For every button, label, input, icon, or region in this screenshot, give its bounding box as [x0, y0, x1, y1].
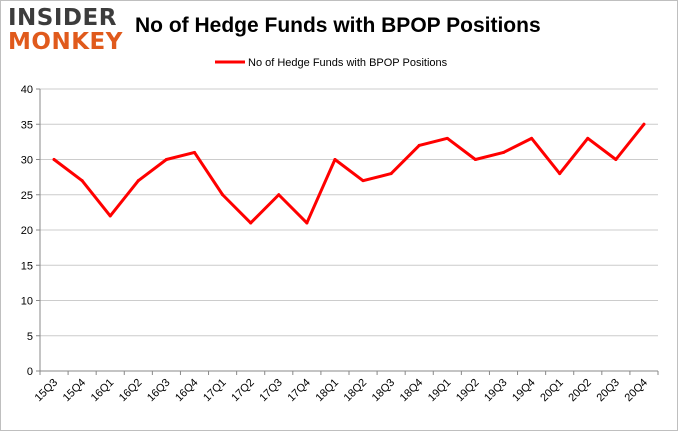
data-point — [80, 179, 84, 183]
x-tick-labels: 15Q3 15Q4 16Q1 16Q2 16Q3 16Q4 17Q1 17Q2 17Q3 17Q4… — [33, 377, 650, 405]
x-tick-label: 18Q1 — [314, 377, 342, 405]
data-point — [164, 158, 168, 161]
x-tick-label: 17Q3 — [257, 377, 285, 405]
legend: No of Hedge Funds with BPOP Positions — [215, 57, 448, 69]
data-point — [586, 136, 590, 140]
x-tick-label: 18Q3 — [370, 377, 398, 405]
x-tick-label: 19Q3 — [482, 377, 510, 405]
x-tick-label: 16Q1 — [89, 377, 117, 405]
y-tick-label: 5 — [27, 331, 33, 343]
data-point — [445, 136, 449, 140]
data-point — [614, 158, 618, 161]
x-tick-label: 16Q2 — [117, 377, 145, 405]
x-tick-label: 17Q4 — [285, 377, 313, 405]
data-point — [502, 150, 505, 154]
data-point — [305, 221, 309, 225]
x-tick-label: 15Q3 — [33, 377, 61, 405]
x-tick-label: 15Q4 — [61, 377, 89, 405]
data-point — [333, 158, 337, 161]
data-point — [136, 179, 140, 183]
grid-lines — [40, 88, 658, 337]
x-tick-label: 20Q3 — [594, 377, 622, 405]
y-tick-label: 20 — [21, 225, 33, 237]
data-point — [52, 158, 56, 161]
data-point — [558, 172, 562, 176]
x-tick-label: 20Q4 — [623, 377, 651, 405]
chart-title: No of Hedge Funds with BPOP Positions — [135, 14, 541, 37]
legend-label: No of Hedge Funds with BPOP Positions — [248, 57, 448, 69]
x-tick-label: 20Q2 — [566, 377, 594, 405]
x-tick-label: 16Q3 — [145, 377, 173, 405]
data-point — [108, 214, 112, 218]
data-point — [249, 221, 253, 225]
data-point — [193, 150, 196, 154]
x-tick-label: 20Q1 — [538, 377, 566, 405]
y-tick-label: 0 — [27, 366, 33, 378]
data-point — [417, 143, 421, 147]
x-tick-label: 17Q1 — [201, 377, 229, 405]
y-tick-label: 25 — [21, 190, 33, 202]
data-point — [361, 179, 365, 183]
data-point — [389, 172, 393, 176]
logo-line-2: MONKEY — [8, 29, 123, 55]
x-tick-label: 17Q2 — [229, 377, 257, 405]
data-point — [473, 158, 477, 161]
plot-area — [52, 122, 646, 225]
data-point — [530, 136, 534, 140]
y-tick-label: 40 — [21, 84, 33, 96]
axes — [36, 88, 659, 375]
y-tick-label: 30 — [21, 155, 33, 167]
x-tick-label: 18Q4 — [398, 377, 426, 405]
x-tick-label: 19Q2 — [454, 377, 482, 405]
x-tick-label: 18Q2 — [342, 377, 370, 405]
y-tick-label: 35 — [21, 119, 33, 131]
insider-monkey-logo: INSIDER MONKEY — [8, 6, 123, 54]
data-point — [221, 193, 225, 197]
data-point — [642, 122, 646, 126]
y-tick-label: 15 — [21, 260, 33, 272]
series-line — [52, 122, 646, 225]
x-tick-label: 19Q4 — [510, 377, 538, 405]
y-tick-labels: 0 5 10 15 20 25 30 35 40 — [21, 84, 33, 378]
x-tick-label: 19Q1 — [426, 377, 454, 405]
x-tick-label: 16Q4 — [173, 377, 201, 405]
data-point — [277, 193, 281, 197]
logo-line-1: INSIDER — [8, 5, 117, 31]
y-tick-label: 10 — [21, 296, 33, 308]
